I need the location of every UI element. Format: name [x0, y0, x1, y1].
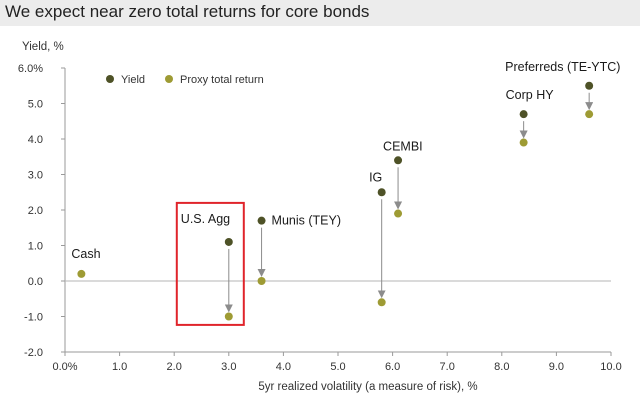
- legend-yield-label: Yield: [121, 74, 145, 86]
- y-tick-label: 4.0: [28, 134, 43, 146]
- yield-point-corp-hy: [519, 110, 528, 119]
- data-label-cembi: CEMBI: [383, 139, 423, 153]
- x-tick-label: 6.0: [385, 361, 400, 373]
- page-title: We expect near zero total returns for co…: [5, 2, 370, 21]
- highlight-box: [175, 201, 245, 326]
- proxy-point-cembi: [394, 209, 403, 218]
- y-tick-label: 6.0%: [18, 63, 43, 75]
- legend-yield-marker: [106, 75, 114, 83]
- data-label-u-s-agg: U.S. Agg: [181, 212, 230, 226]
- x-tick-label: 0.0%: [52, 361, 77, 373]
- proxy-point-ig: [377, 298, 386, 307]
- data-label-corp-hy: Corp HY: [506, 88, 555, 102]
- proxy-point-munis-tey: [257, 277, 266, 285]
- proxy-point-u-s-agg: [224, 312, 233, 321]
- proxy-point-cash: [77, 269, 86, 278]
- y-tick-label: 3.0: [28, 170, 43, 182]
- yield-point-preferreds-te-ytc: [585, 81, 594, 90]
- yield-point-munis-tey: [257, 216, 266, 225]
- yield-point-cembi: [394, 156, 403, 165]
- data-label-ig: IG: [369, 170, 382, 184]
- y-tick-label: 1.0: [28, 241, 43, 253]
- yield-point-u-s-agg: [224, 237, 233, 246]
- proxy-point-preferreds-te-ytc: [585, 110, 594, 119]
- x-tick-label: 5.0: [330, 361, 345, 373]
- x-tick-label: 4.0: [276, 361, 291, 373]
- x-tick-label: 3.0: [221, 361, 236, 373]
- data-label-cash: Cash: [71, 247, 100, 261]
- data-label-munis-tey: Munis (TEY): [272, 214, 341, 228]
- title-bar: We expect near zero total returns for co…: [0, 0, 640, 26]
- y-tick-label: 2.0: [28, 205, 43, 217]
- data-label-preferreds-te-ytc: Preferreds (TE-YTC): [505, 60, 620, 74]
- y-tick-label: -2.0: [24, 347, 43, 359]
- y-tick-label: -1.0: [24, 312, 43, 324]
- scatter-chart: 6.0% 5.0 4.0 3.0 2.0 1.0 0.0 -1.0 -2.0 0.0% 1.0 2.0…: [18, 41, 622, 393]
- proxy-point-corp-hy: [519, 138, 528, 147]
- legend-proxy-label: Proxy total return: [180, 74, 264, 86]
- y-tick-label: 0.0: [28, 276, 43, 288]
- x-tick-label: 1.0: [112, 361, 127, 373]
- x-tick-label: 2.0: [167, 361, 182, 373]
- x-tick-label: 7.0: [440, 361, 455, 373]
- yield-point-ig: [377, 188, 386, 197]
- x-axis-title: 5yr realized volatility (a measure of ri…: [258, 381, 477, 393]
- y-axis-title: Yield, %: [22, 41, 64, 53]
- legend-proxy-marker: [165, 75, 173, 83]
- y-tick-label: 5.0: [28, 99, 43, 111]
- x-tick-label: 9.0: [549, 361, 564, 373]
- x-tick-label: 10.0: [600, 361, 621, 373]
- x-tick-label: 8.0: [494, 361, 509, 373]
